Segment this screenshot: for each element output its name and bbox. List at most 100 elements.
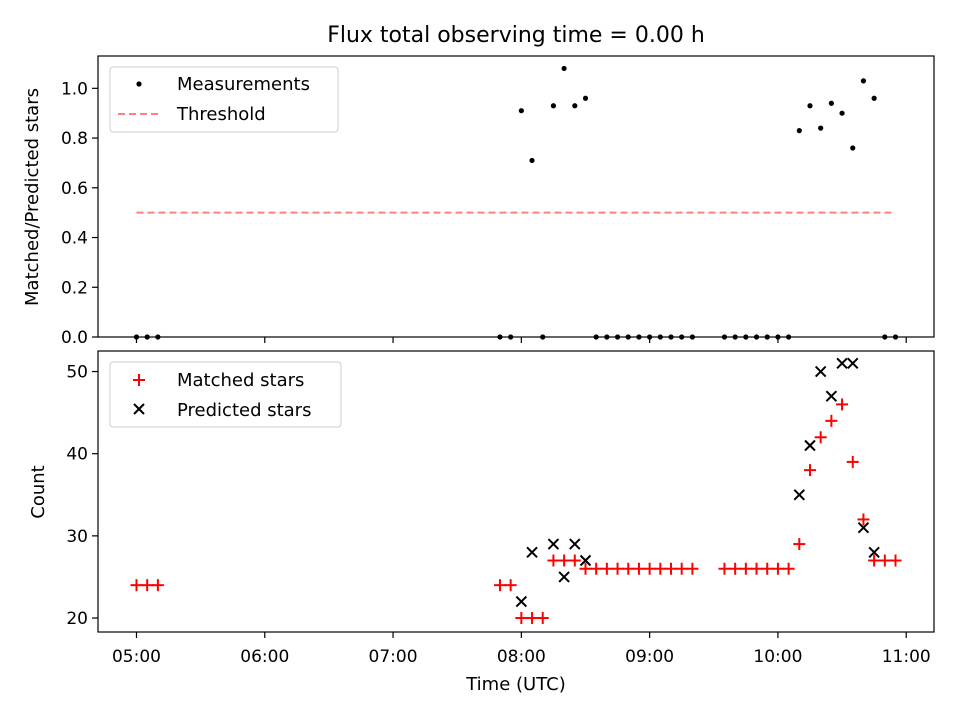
legend-matched-label: Matched stars — [177, 370, 304, 391]
matched-star-point — [686, 562, 699, 575]
predicted-star-point — [526, 546, 538, 559]
predicted-star-point — [814, 365, 827, 378]
measurement-point — [828, 100, 834, 106]
x-stroke-b — [814, 365, 827, 378]
matched-star-point — [825, 414, 838, 427]
matched-star-point — [632, 562, 645, 575]
matched-star-point — [536, 612, 549, 625]
matched-star-point — [515, 612, 528, 625]
matched-star-point — [141, 579, 154, 592]
legend-matched-marker — [133, 374, 145, 386]
x-stroke-b — [804, 439, 816, 452]
matched-star-point — [750, 562, 763, 575]
matched-star-point — [579, 562, 592, 575]
matched-star-point — [568, 554, 581, 567]
top-y-tick-label: 0.4 — [61, 229, 88, 249]
matched-star-point — [600, 562, 613, 575]
measurement-point — [818, 125, 824, 131]
x-tick-label: 10:00 — [753, 647, 802, 667]
x-tick-label: 08:00 — [497, 647, 546, 667]
top-y-tick-label: 0.6 — [61, 179, 88, 199]
measurement-point — [561, 65, 567, 72]
measurement-point — [860, 78, 867, 84]
matched-star-point — [558, 554, 571, 567]
top-panel-axes: 0.0 0.2 0.4 0.6 0.8 1.0 — [61, 79, 907, 348]
bottom-plot-frame — [97, 350, 935, 633]
top-y-axis-label: Matched/Predicted stars — [22, 88, 43, 306]
matched-star-point — [130, 579, 143, 592]
matched-star-point — [675, 562, 688, 575]
bottom-panel: 20 30 40 50 05:00 06:00 07:00 08:00 09:00 10:00 11… — [28, 350, 935, 695]
legend-threshold-label: Threshold — [176, 104, 266, 125]
matched-star-point — [590, 562, 603, 575]
top-panel: Flux total observing time = 0.00 h 0.00.… — [22, 23, 935, 348]
top-y-tick-label: 0.8 — [61, 129, 88, 149]
predicted-star-point — [547, 538, 560, 550]
x-stroke-b — [836, 357, 848, 370]
matched-star-point — [803, 464, 816, 477]
matched-star-point — [493, 579, 506, 592]
x-stroke-b — [515, 595, 528, 608]
x-stroke-b — [868, 546, 880, 559]
legend-measurements-label: Measurements — [177, 74, 310, 95]
measurement-point — [550, 103, 557, 109]
predicted-star-point — [515, 595, 528, 608]
top-legend: Measurements Threshold — [109, 66, 339, 133]
predicted-star-point — [836, 357, 848, 370]
x-stroke-b — [847, 357, 859, 370]
top-legend-box — [109, 66, 339, 133]
matched-star-point — [611, 562, 624, 575]
matched-star-point — [889, 554, 902, 567]
x-stroke-b — [526, 546, 538, 559]
matched-star-point — [654, 562, 667, 575]
top-y-tick-label: 0.2 — [61, 278, 88, 298]
measurement-point — [850, 145, 856, 151]
matched-star-point — [761, 562, 774, 575]
bottom-panel-axes: 20 30 40 50 05:00 06:00 07:00 08:00 09:00 10:00 11… — [66, 363, 930, 667]
top-y-tick-label: 1.0 — [61, 79, 88, 99]
matched-star-point — [729, 562, 742, 575]
predicted-star-point — [847, 357, 859, 370]
predicted-star-point — [868, 546, 880, 559]
predicted-star-point — [579, 554, 592, 567]
matched-star-point — [526, 612, 539, 625]
matched-star-point — [622, 562, 635, 575]
bottom-legend-box — [109, 361, 342, 428]
matched-star-point — [643, 562, 656, 575]
predicted-star-point — [804, 439, 816, 452]
legend-measurements-marker — [136, 81, 142, 87]
bottom-panel-data — [130, 357, 902, 625]
matched-star-point — [547, 554, 560, 567]
bottom-y-tick-label: 50 — [66, 363, 88, 383]
matched-star-point — [782, 562, 795, 575]
measurement-point — [871, 95, 877, 101]
x-stroke-b — [569, 538, 581, 550]
bottom-y-tick-label: 40 — [66, 445, 88, 465]
x-stroke-b — [825, 390, 838, 402]
matched-star-point — [793, 538, 806, 551]
matched-star-point — [504, 579, 517, 592]
x-stroke-b — [579, 554, 592, 567]
measurement-point — [518, 108, 524, 114]
measurement-point — [807, 103, 813, 109]
top-y-tick-label: 0.0 — [61, 328, 88, 348]
bottom-y-tick-label: 20 — [66, 609, 88, 629]
matched-star-point — [836, 398, 849, 411]
measurement-point — [529, 157, 535, 164]
predicted-star-point — [558, 571, 570, 583]
legend-predicted-label: Predicted stars — [177, 400, 311, 421]
measurement-point — [796, 128, 802, 134]
matched-star-point — [665, 562, 678, 575]
matched-star-point — [868, 554, 881, 567]
predicted-star-point — [569, 538, 581, 550]
x-stroke-b — [793, 489, 806, 501]
x-stroke-b — [547, 538, 560, 550]
x-tick-label: 06:00 — [240, 647, 289, 667]
x-tick-label: 07:00 — [369, 647, 418, 667]
matched-star-point — [814, 431, 827, 444]
bottom-legend: Matched stars Predicted stars — [109, 361, 342, 428]
matched-star-point — [151, 579, 164, 592]
matched-star-point — [771, 562, 784, 575]
matched-star-point — [857, 513, 870, 526]
